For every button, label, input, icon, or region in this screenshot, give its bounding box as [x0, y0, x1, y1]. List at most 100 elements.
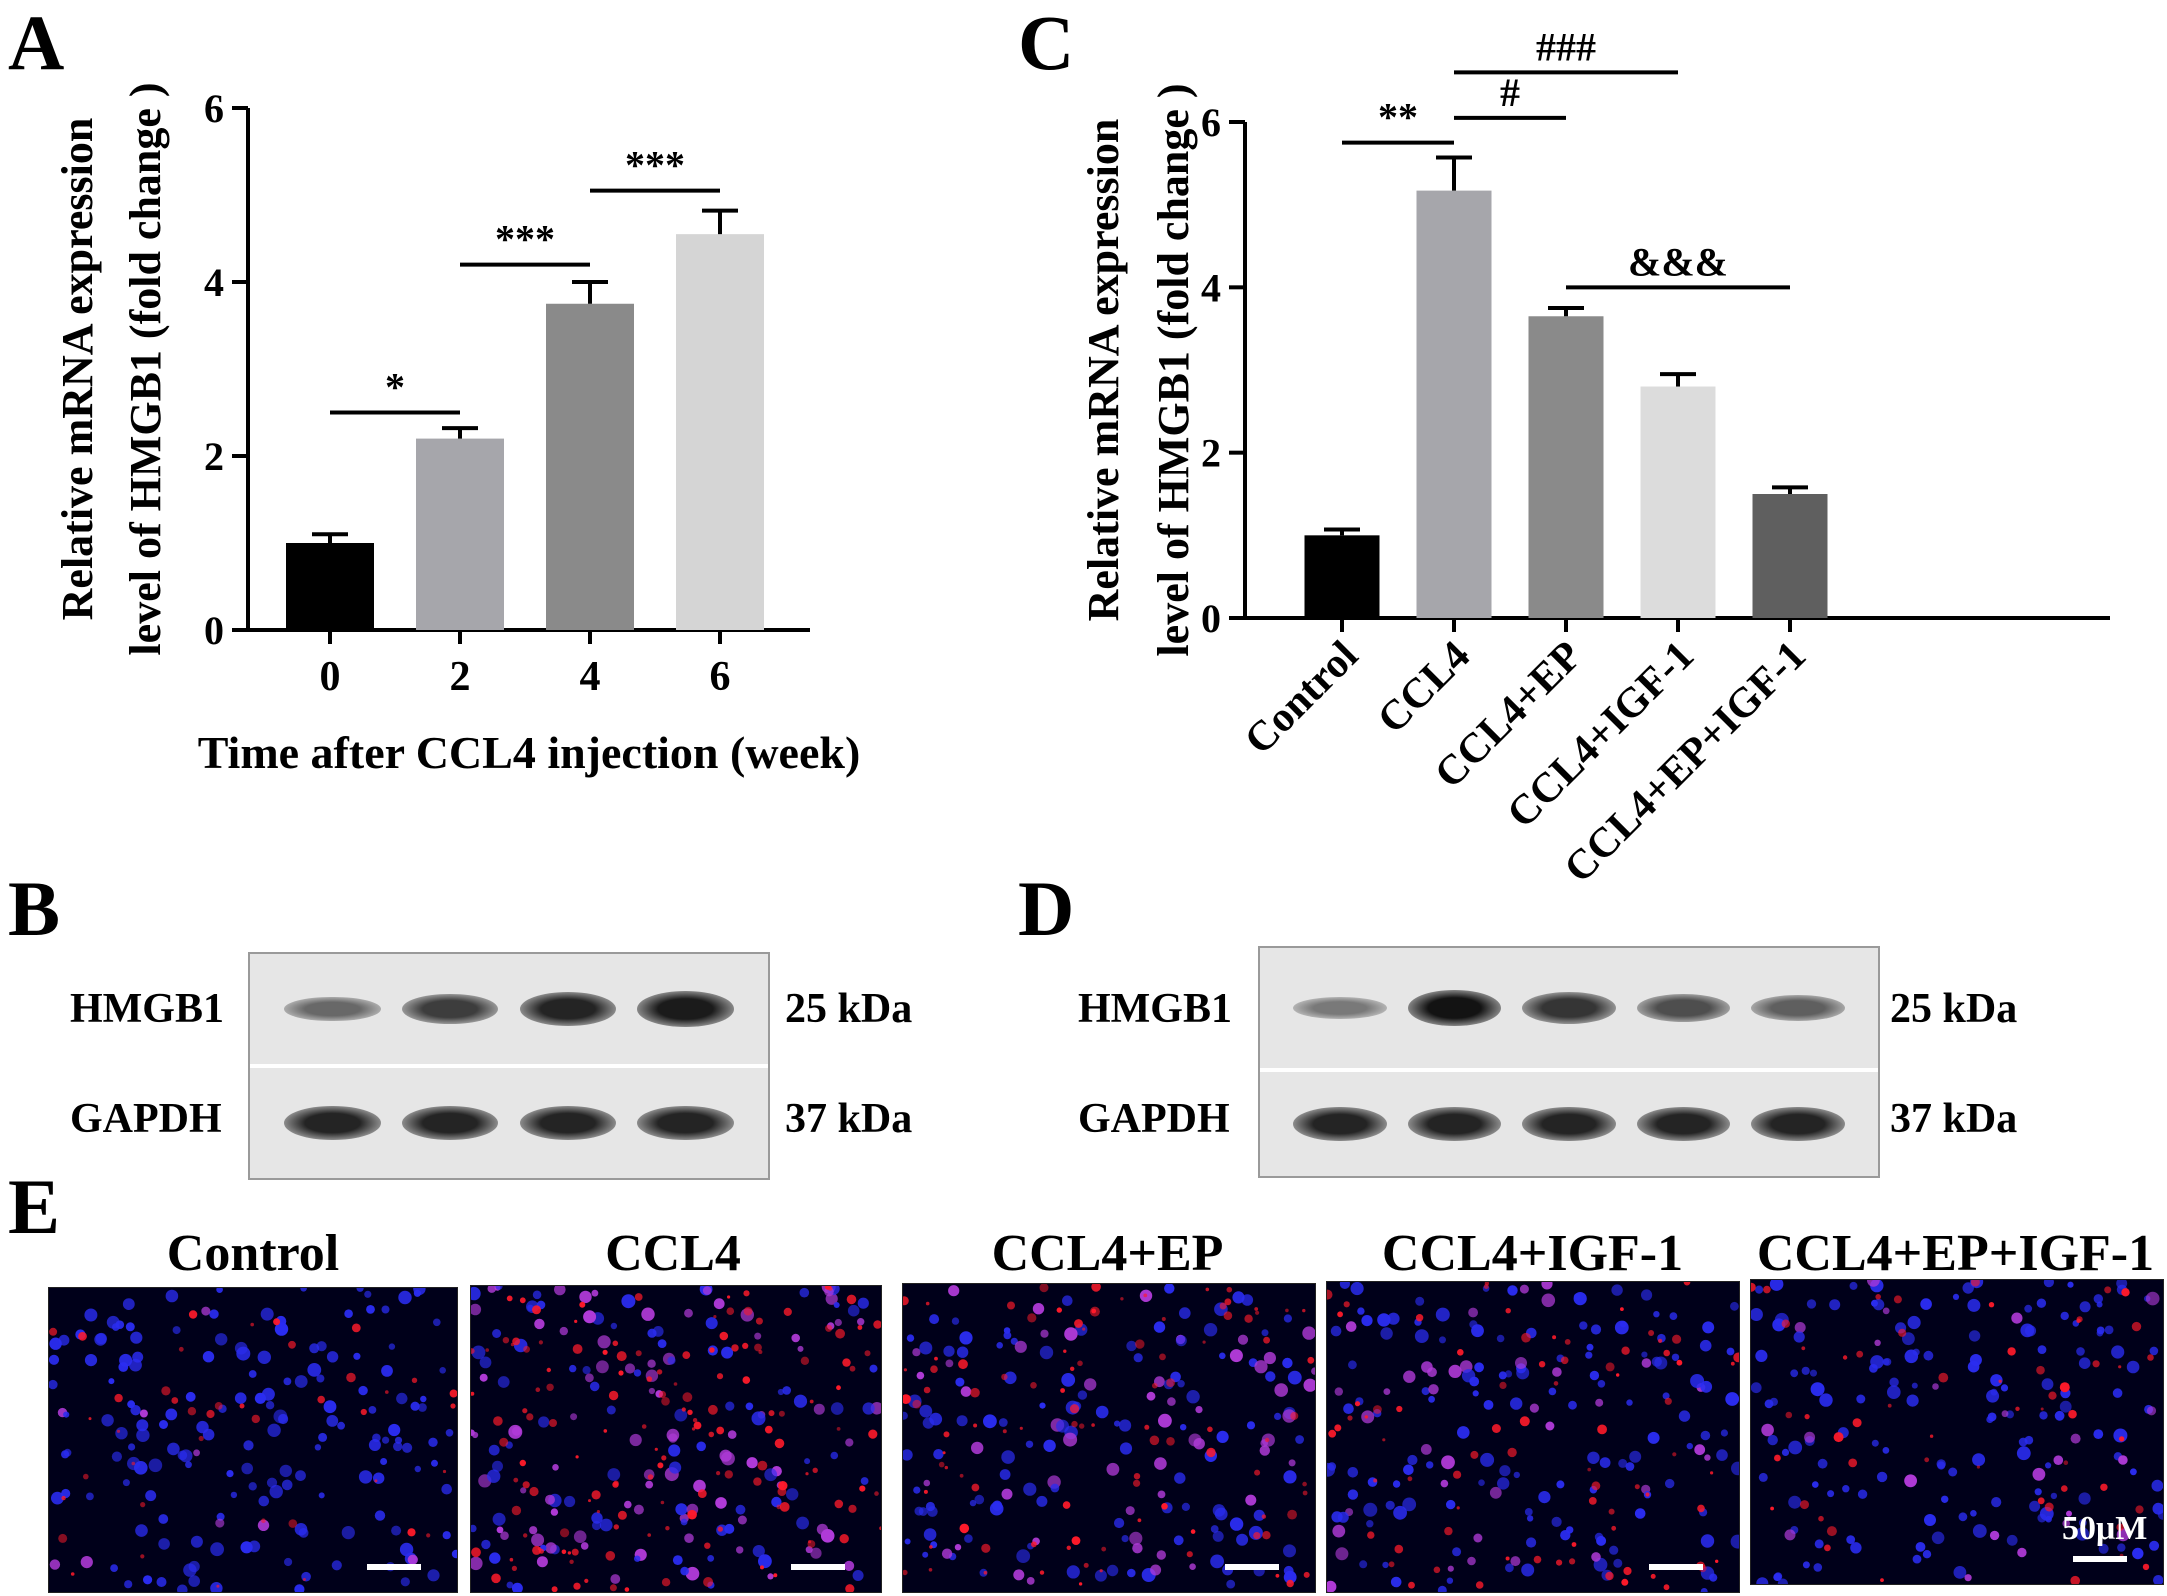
hmgb1-signal-dot [1263, 1336, 1270, 1344]
nucleus-dot [2104, 1325, 2114, 1335]
nucleus-dot [1496, 1334, 1505, 1343]
hmgb1-signal-dot [1287, 1509, 1297, 1520]
hmgb1-signal-dot [78, 1331, 87, 1341]
nucleus-dot [1641, 1351, 1648, 1358]
hmgb1-signal-dot [944, 1465, 948, 1470]
blot-b-gapdh-band [637, 1105, 734, 1141]
nucleus-dot [793, 1394, 808, 1408]
hmgb1-signal-dot [1519, 1416, 1530, 1427]
hmgb1-signal-dot [1135, 1339, 1145, 1349]
nucleus-dot [1327, 1462, 1335, 1477]
nucleus-dot [1330, 1325, 1342, 1337]
nucleus-dot [314, 1444, 322, 1451]
hmgb1-signal-dot [1083, 1562, 1089, 1568]
nucleus-dot [471, 1524, 477, 1533]
nucleus-dot [1647, 1431, 1660, 1444]
nucleus-dot [810, 1547, 822, 1559]
hmgb1-signal-dot [912, 1399, 922, 1409]
if-title-control: Control [166, 1225, 340, 1282]
nucleus-dot [115, 1427, 128, 1440]
nucleus-dot [948, 1285, 960, 1297]
chart-a-bar [546, 303, 634, 630]
nucleus-dot [969, 1499, 977, 1507]
nucleus-dot [2070, 1433, 2081, 1444]
hmgb1-signal-dot [2116, 1523, 2124, 1531]
hmgb1-signal-dot [131, 1461, 136, 1466]
nucleus-dot [532, 1290, 542, 1300]
nucleus-dot [1869, 1364, 1878, 1373]
nucleus-dot [241, 1462, 253, 1475]
nucleus-dot [1001, 1488, 1013, 1500]
hmgb1-signal-dot [1071, 1420, 1078, 1428]
blot-b-hmgb1-row [250, 954, 768, 1064]
nucleus-dot [641, 1307, 655, 1321]
hmgb1-signal-dot [616, 1351, 627, 1362]
hmgb1-signal-dot [1998, 1379, 2002, 1383]
hmgb1-signal-dot [1781, 1319, 1790, 1328]
hmgb1-signal-dot [1143, 1293, 1148, 1298]
nucleus-dot [607, 1468, 621, 1481]
hmgb1-signal-dot [239, 1403, 245, 1409]
hmgb1-signal-dot [903, 1368, 907, 1372]
hmgb1-signal-dot [178, 1346, 184, 1352]
hmgb1-signal-dot [532, 1545, 542, 1555]
hmgb1-signal-dot [535, 1387, 541, 1392]
hmgb1-signal-dot [1672, 1452, 1677, 1457]
chart-c-x-tick-label: CCL4 [1369, 633, 1479, 743]
nucleus-dot [959, 1331, 973, 1345]
nucleus-dot [1403, 1464, 1414, 1476]
hmgb1-signal-dot [1364, 1415, 1368, 1419]
nucleus-dot [1654, 1356, 1668, 1370]
nucleus-dot [913, 1486, 921, 1494]
nucleus-dot [399, 1542, 414, 1557]
nucleus-dot [735, 1504, 746, 1515]
nucleus-dot [1699, 1339, 1712, 1352]
hmgb1-signal-dot [868, 1429, 878, 1439]
nucleus-dot [1359, 1560, 1368, 1569]
chart-a-x-tick-label: 0 [320, 654, 341, 700]
hmgb1-signal-dot [938, 1461, 945, 1468]
panel-label-a: A [8, 0, 65, 86]
nucleus-dot [185, 1391, 196, 1402]
nucleus-dot [1700, 1534, 1715, 1548]
nucleus-dot [156, 1577, 167, 1587]
nucleus-dot [1181, 1502, 1190, 1511]
nucleus-dot [2151, 1479, 2163, 1492]
nucleus-dot [119, 1353, 133, 1367]
hmgb1-signal-dot [407, 1528, 416, 1537]
nucleus-dot [1725, 1392, 1739, 1406]
nucleus-dot [1263, 1351, 1276, 1365]
nucleus-dot [1126, 1340, 1137, 1352]
hmgb1-signal-dot [532, 1305, 541, 1315]
chart-c-y-tick-label: 6 [1201, 100, 1221, 145]
hmgb1-signal-dot [1099, 1569, 1103, 1573]
hmgb1-signal-dot [1027, 1313, 1037, 1323]
nucleus-dot [624, 1363, 636, 1374]
hmgb1-signal-dot [1286, 1579, 1294, 1588]
nucleus-dot [368, 1439, 381, 1451]
nucleus-dot [1731, 1461, 1739, 1476]
hmgb1-signal-dot [903, 1394, 911, 1404]
nucleus-dot [1186, 1390, 1200, 1404]
hmgb1-signal-dot [839, 1534, 849, 1544]
nucleus-dot [243, 1440, 254, 1451]
hmgb1-signal-dot [1202, 1340, 1206, 1344]
nucleus-dot [1730, 1534, 1739, 1549]
blot-b-hmgb1-band [637, 991, 734, 1027]
nucleus-dot [583, 1310, 597, 1324]
hmgb1-signal-dot [1161, 1317, 1166, 1321]
nucleus-dot [1403, 1370, 1416, 1383]
blot-b-protein2-label: GAPDH [70, 1096, 222, 1142]
hmgb1-signal-dot [2040, 1407, 2044, 1411]
hmgb1-signal-dot [509, 1557, 514, 1562]
nucleus-dot [1972, 1524, 1987, 1538]
nucleus-dot [589, 1381, 600, 1392]
nucleus-dot [1189, 1563, 1196, 1570]
nucleus-dot [479, 1356, 492, 1369]
nucleus-dot [487, 1469, 501, 1483]
nucleus-dot [193, 1449, 201, 1457]
nucleus-dot [1348, 1360, 1357, 1370]
nucleus-dot [1387, 1312, 1400, 1325]
hmgb1-signal-dot [1285, 1308, 1289, 1313]
nucleus-dot [381, 1365, 393, 1377]
